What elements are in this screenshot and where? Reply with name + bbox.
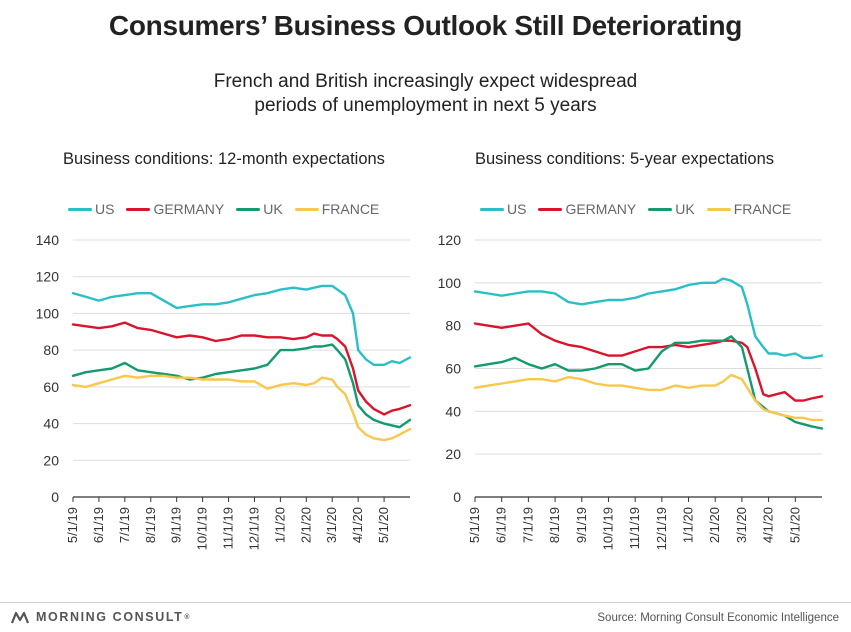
right-series-line-germany — [473, 322, 824, 402]
right-panel-title: Business conditions: 5-year expectations — [475, 150, 774, 168]
legend-item-germany: GERMANY — [126, 201, 224, 217]
right-x-tick-label: 10/1/19 — [600, 507, 615, 550]
brand-mark-icon — [11, 611, 30, 624]
left-x-tick-label: 6/1/19 — [91, 507, 106, 543]
legend-item-france: FRANCE — [706, 201, 792, 217]
left-x-tick-label: 3/1/20 — [324, 507, 339, 543]
legend-swatch-france — [706, 207, 731, 211]
left-y-tick-label: 120 — [36, 269, 60, 285]
legend-label-us: US — [95, 201, 115, 217]
legend-label-germany: GERMANY — [153, 201, 225, 217]
legend-item-us: US — [68, 201, 114, 217]
right-x-tick-label: 5/1/19 — [467, 507, 482, 543]
legend-label-us: US — [507, 201, 527, 217]
legend-swatch-us — [68, 207, 92, 211]
legend-label-france: FRANCE — [733, 201, 792, 217]
brand-logo: MORNING CONSULT ® — [11, 610, 190, 624]
left-series-line-us — [71, 284, 412, 366]
left-x-tick-label: 4/1/20 — [350, 507, 365, 543]
legend-swatch-germany — [538, 207, 563, 211]
right-x-tick-label: 11/1/19 — [627, 507, 642, 549]
left-x-tick-label: 5/1/19 — [65, 507, 80, 543]
left-y-tick-label: 60 — [43, 379, 59, 395]
left-legend: US GERMANY UK FRANCE — [68, 201, 391, 217]
legend-label-uk: UK — [263, 201, 283, 217]
legend-item-france: FRANCE — [294, 201, 380, 217]
legend-item-uk: UK — [648, 201, 695, 217]
left-x-tick-label: 2/1/20 — [298, 507, 313, 543]
legend-label-france: FRANCE — [321, 201, 380, 217]
left-x-tick-label: 9/1/19 — [169, 507, 184, 543]
left-x-tick-label: 11/1/19 — [221, 507, 236, 549]
left-x-tick-label: 10/1/19 — [195, 507, 210, 550]
left-series-line-france — [71, 374, 412, 442]
right-x-tick-label: 8/1/19 — [547, 507, 562, 543]
brand-trademark: ® — [184, 613, 190, 621]
left-x-tick-label: 8/1/19 — [143, 507, 158, 543]
left-series-line-germany — [71, 321, 412, 416]
right-legend: US GERMANY UK FRANCE — [480, 201, 803, 217]
legend-swatch-uk — [236, 207, 261, 211]
right-x-tick-label: 1/1/20 — [681, 507, 696, 543]
legend-item-us: US — [480, 201, 526, 217]
subtitle-line-2: periods of unemployment in next 5 years — [254, 95, 597, 116]
left-x-tick-label: 12/1/19 — [246, 507, 261, 550]
left-y-tick-label: 0 — [51, 489, 59, 505]
right-y-tick-label: 20 — [445, 446, 461, 462]
brand-name: MORNING CONSULT — [36, 610, 184, 624]
legend-swatch-france — [294, 207, 319, 211]
right-x-tick-label: 3/1/20 — [734, 507, 749, 543]
left-x-tick-label: 5/1/20 — [376, 507, 391, 543]
legend-label-uk: UK — [675, 201, 695, 217]
right-series-line-uk — [473, 335, 824, 430]
right-x-tick-label: 9/1/19 — [574, 507, 589, 543]
left-panel-title: Business conditions: 12-month expectatio… — [63, 150, 385, 168]
right-y-tick-label: 80 — [445, 318, 461, 334]
right-series-line-us — [473, 277, 824, 359]
legend-swatch-uk — [648, 207, 673, 211]
right-x-tick-label: 12/1/19 — [654, 507, 669, 550]
left-y-tick-label: 80 — [43, 342, 59, 358]
footer-divider — [0, 602, 851, 603]
right-y-tick-label: 100 — [438, 275, 462, 291]
right-y-tick-label: 0 — [453, 489, 461, 505]
left-y-tick-label: 140 — [36, 232, 60, 248]
left-y-tick-label: 20 — [43, 452, 59, 468]
chart-title: Consumers’ Business Outlook Still Deteri… — [108, 10, 743, 41]
chart-subtitle: French and British increasingly expect w… — [0, 70, 851, 118]
left-x-tick-label: 7/1/19 — [117, 507, 132, 543]
left-y-tick-label: 100 — [36, 305, 60, 321]
right-y-tick-label: 120 — [438, 232, 462, 248]
subtitle-line-1: French and British increasingly expect w… — [213, 71, 638, 92]
right-x-tick-label: 2/1/20 — [707, 507, 722, 543]
right-x-tick-label: 5/1/20 — [787, 507, 802, 543]
left-y-tick-label: 40 — [43, 416, 59, 432]
right-x-tick-label: 6/1/19 — [494, 507, 509, 543]
right-y-tick-label: 60 — [445, 361, 461, 377]
legend-item-uk: UK — [236, 201, 283, 217]
left-x-tick-label: 1/1/20 — [272, 507, 287, 543]
right-series-line-france — [473, 373, 824, 422]
legend-swatch-germany — [126, 207, 151, 211]
right-x-tick-label: 7/1/19 — [520, 507, 535, 543]
legend-label-germany: GERMANY — [565, 201, 637, 217]
legend-item-germany: GERMANY — [538, 201, 636, 217]
source-note: Source: Morning Consult Economic Intelli… — [597, 612, 839, 624]
right-y-tick-label: 40 — [445, 403, 461, 419]
right-x-tick-label: 4/1/20 — [761, 507, 776, 543]
legend-swatch-us — [480, 207, 504, 211]
left-series-line-uk — [71, 343, 412, 429]
